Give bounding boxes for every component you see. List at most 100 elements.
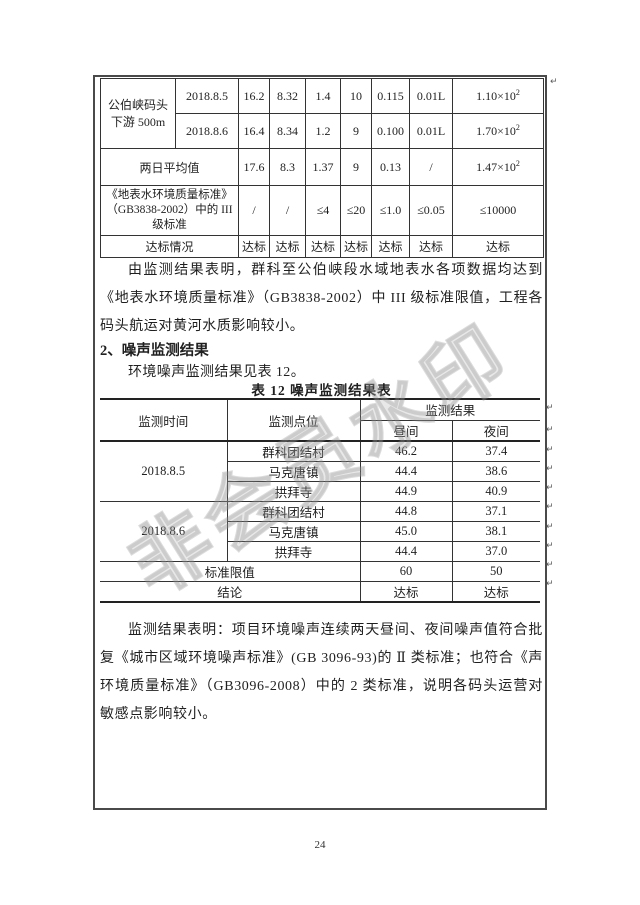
paragraph-mark-icon: ↵: [546, 502, 554, 512]
day-value: 45.0: [359, 521, 452, 542]
paragraph-mark-icon: ↵: [546, 425, 554, 435]
compliance-cell: 达标: [452, 235, 544, 258]
conclusion-night: 达标: [451, 581, 541, 603]
paragraph-noise-intro: 环境噪声监测结果见表 12。: [128, 365, 306, 380]
paragraph-mark-icon: ↵: [546, 522, 554, 532]
paragraph-mark-icon: ↵: [546, 464, 554, 474]
date-cell: 2018.8.5: [175, 78, 239, 114]
table12-title: 表 12 噪声监测结果表: [251, 383, 392, 398]
avg-label-cell: 两日平均值: [100, 148, 239, 186]
conclusion-day: 达标: [359, 581, 452, 603]
header-site: 监测点位: [226, 399, 360, 442]
header-result: 监测结果: [359, 399, 541, 421]
date-cell: 2018.8.5: [100, 441, 227, 502]
compliance-cell: 达标: [238, 235, 270, 258]
value-cell: 1.2: [305, 113, 341, 149]
conclusion-label: 结论: [100, 581, 360, 603]
night-value: 38.1: [451, 521, 541, 542]
day-value: 44.4: [359, 461, 452, 482]
site-line1: 公伯峡码头: [107, 97, 168, 112]
limit-cell: ≤1.0: [371, 185, 410, 236]
value-cell: 10: [340, 78, 372, 114]
day-value: 44.9: [359, 481, 452, 502]
site-cell: 拱拜寺: [226, 481, 360, 502]
header-night: 夜间: [451, 420, 541, 442]
night-value: 38.6: [451, 461, 541, 482]
value-cell: 8.3: [269, 148, 306, 186]
paragraph-mark-icon: ↵: [550, 77, 558, 87]
paragraph-noise-conclusion: 监测结果表明：项目环境噪声连续两天昼间、夜间噪声值符合批复《城市区域环境噪声标准…: [100, 623, 543, 722]
value-cell: 1.4: [305, 78, 341, 114]
value-base: 1.10×10: [476, 89, 516, 103]
date-cell: 2018.8.6: [175, 113, 239, 149]
value-cell: 17.6: [238, 148, 270, 186]
day-value: 44.4: [359, 541, 452, 562]
header-time: 监测时间: [100, 399, 227, 442]
page-number: 24: [314, 839, 326, 851]
value-cell: 8.32: [269, 78, 306, 114]
value-cell: 0.01L: [409, 78, 453, 114]
standard-label-cell: 《地表水环境质量标准》（GB3838-2002）中的 III 级标准: [100, 185, 239, 236]
day-value: 46.2: [359, 441, 452, 462]
compliance-cell: 达标: [371, 235, 410, 258]
paragraph-water-conclusion: 由监测结果表明，群科至公伯峡段水域地表水各项数据均达到《地表水环境质量标准》（G…: [100, 263, 543, 334]
site-cell: 群科团结村: [226, 501, 360, 522]
paragraph-mark-icon: ↵: [546, 579, 554, 589]
value-cell: 9: [340, 113, 372, 149]
limit-cell: ≤4: [305, 185, 341, 236]
value-exponent: 2: [515, 88, 520, 97]
site-cell: 拱拜寺: [226, 541, 360, 562]
limit-cell: ≤20: [340, 185, 372, 236]
compliance-label-cell: 达标情况: [100, 235, 239, 258]
site-line2: 下游 500m: [110, 114, 166, 129]
value-exponent: 2: [515, 123, 520, 132]
limit-cell: /: [269, 185, 306, 236]
site-cell: 马克唐镇: [226, 521, 360, 542]
value-cell: 0.115: [371, 78, 410, 114]
date-cell: 2018.8.6: [100, 501, 227, 562]
value-exponent: 2: [515, 159, 520, 168]
night-value: 37.1: [451, 501, 541, 522]
compliance-cell: 达标: [269, 235, 306, 258]
value-cell-exp: 1.47×102: [452, 148, 544, 186]
value-cell: 16.4: [238, 113, 270, 149]
night-value: 40.9: [451, 481, 541, 502]
value-base: 1.47×10: [476, 160, 516, 174]
limit-label: 标准限值: [100, 561, 360, 582]
value-cell: 8.34: [269, 113, 306, 149]
value-cell-exp: 1.70×102: [452, 113, 544, 149]
paragraph-mark-icon: ↵: [546, 403, 554, 413]
night-value: 37.4: [451, 441, 541, 462]
compliance-cell: 达标: [409, 235, 453, 258]
compliance-cell: 达标: [340, 235, 372, 258]
noise-table: 监测时间 监测点位 监测结果 昼间 夜间 2018.8.5 群科团结村 46.2…: [100, 398, 541, 603]
site-cell: 公伯峡码头 下游 500m: [100, 78, 176, 149]
value-cell-exp: 1.10×102: [452, 78, 544, 114]
limit-night: 50: [451, 561, 541, 582]
value-cell: 0.13: [371, 148, 410, 186]
paragraph-mark-icon: ↵: [546, 483, 554, 493]
value-cell: 1.37: [305, 148, 341, 186]
paragraph-mark-icon: ↵: [546, 445, 554, 455]
limit-cell: ≤10000: [452, 185, 544, 236]
value-cell: /: [409, 148, 453, 186]
night-value: 37.0: [451, 541, 541, 562]
limit-cell: /: [238, 185, 270, 236]
value-cell: 16.2: [238, 78, 270, 114]
value-base: 1.70×10: [476, 124, 516, 138]
value-cell: 0.100: [371, 113, 410, 149]
section-heading-noise: 2、噪声监测结果: [100, 343, 209, 359]
limit-day: 60: [359, 561, 452, 582]
surface-water-table: 公伯峡码头 下游 500m 2018.8.5 16.2 8.32 1.4 10 …: [100, 78, 544, 258]
value-cell: 0.01L: [409, 113, 453, 149]
value-cell: 9: [340, 148, 372, 186]
header-day: 昼间: [359, 420, 452, 442]
paragraph-mark-icon: ↵: [546, 541, 554, 551]
compliance-cell: 达标: [305, 235, 341, 258]
page-border: [93, 75, 547, 810]
paragraph-mark-icon: ↵: [546, 560, 554, 570]
site-cell: 马克唐镇: [226, 461, 360, 482]
limit-cell: ≤0.05: [409, 185, 453, 236]
day-value: 44.8: [359, 501, 452, 522]
